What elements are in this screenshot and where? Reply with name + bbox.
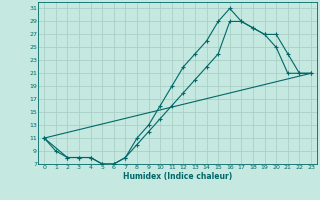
X-axis label: Humidex (Indice chaleur): Humidex (Indice chaleur) [123, 172, 232, 181]
